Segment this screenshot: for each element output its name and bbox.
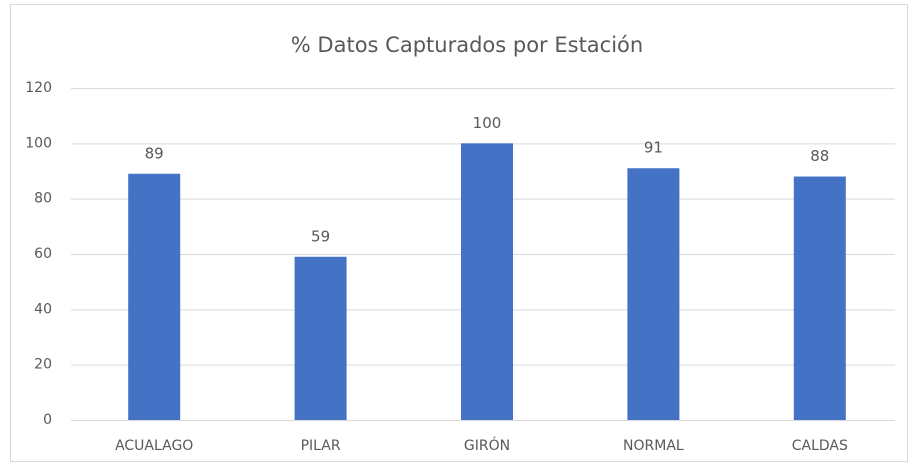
y-tick-label: 120: [25, 80, 52, 96]
y-tick-label: 100: [25, 135, 52, 151]
x-tick-label: ACUALAGO: [115, 438, 193, 454]
y-tick-label: 80: [34, 191, 52, 207]
y-tick-label: 60: [34, 246, 52, 262]
y-tick-label: 20: [34, 357, 52, 373]
data-label: 59: [311, 227, 330, 245]
bar: [294, 256, 347, 420]
data-label: 91: [644, 139, 663, 157]
bar: [461, 143, 513, 421]
bar: [793, 176, 846, 420]
data-label: 88: [810, 147, 829, 165]
x-tick-label: NORMAL: [623, 438, 684, 454]
x-tick-label: GIRÓN: [464, 436, 510, 454]
data-label: 89: [145, 144, 164, 162]
y-tick-label: 0: [43, 412, 52, 428]
chart-title: % Datos Capturados por Estación: [291, 33, 643, 57]
data-label: 100: [473, 114, 502, 132]
bar: [128, 173, 181, 420]
x-tick-label: CALDAS: [792, 438, 848, 454]
y-tick-label: 40: [34, 301, 52, 317]
x-tick-label: PILAR: [301, 438, 341, 454]
bar: [627, 168, 680, 420]
